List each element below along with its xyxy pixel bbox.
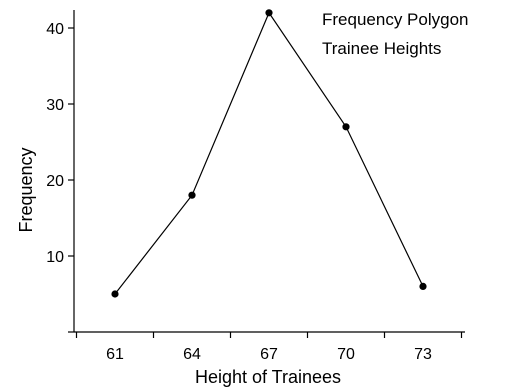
- chart-title-line-2: Trainee Heights: [322, 39, 441, 58]
- data-point: [265, 9, 273, 17]
- y-tick-label: 40: [46, 21, 64, 38]
- y-ticks: 10 20 30 40: [46, 21, 74, 333]
- axes: [73, 10, 465, 333]
- chart-title-line-1: Frequency Polygon: [322, 10, 468, 29]
- y-tick-label: 20: [46, 173, 64, 190]
- y-tick-label: 10: [46, 249, 64, 266]
- x-axis-title: Height of Trainees: [195, 367, 341, 387]
- x-tick-label: 73: [414, 346, 432, 363]
- series: [111, 9, 427, 298]
- y-tick-label: 30: [46, 97, 64, 114]
- y-axis-title: Frequency: [16, 147, 36, 232]
- x-tick-label: 64: [183, 346, 201, 363]
- data-point: [342, 123, 350, 131]
- x-tick-label: 67: [260, 346, 278, 363]
- data-point: [419, 282, 427, 290]
- x-tick-label: 61: [106, 346, 124, 363]
- x-ticks: 61 64 67 70 73: [75, 332, 463, 363]
- data-point: [188, 191, 196, 199]
- data-point: [111, 290, 119, 298]
- x-tick-label: 70: [337, 346, 355, 363]
